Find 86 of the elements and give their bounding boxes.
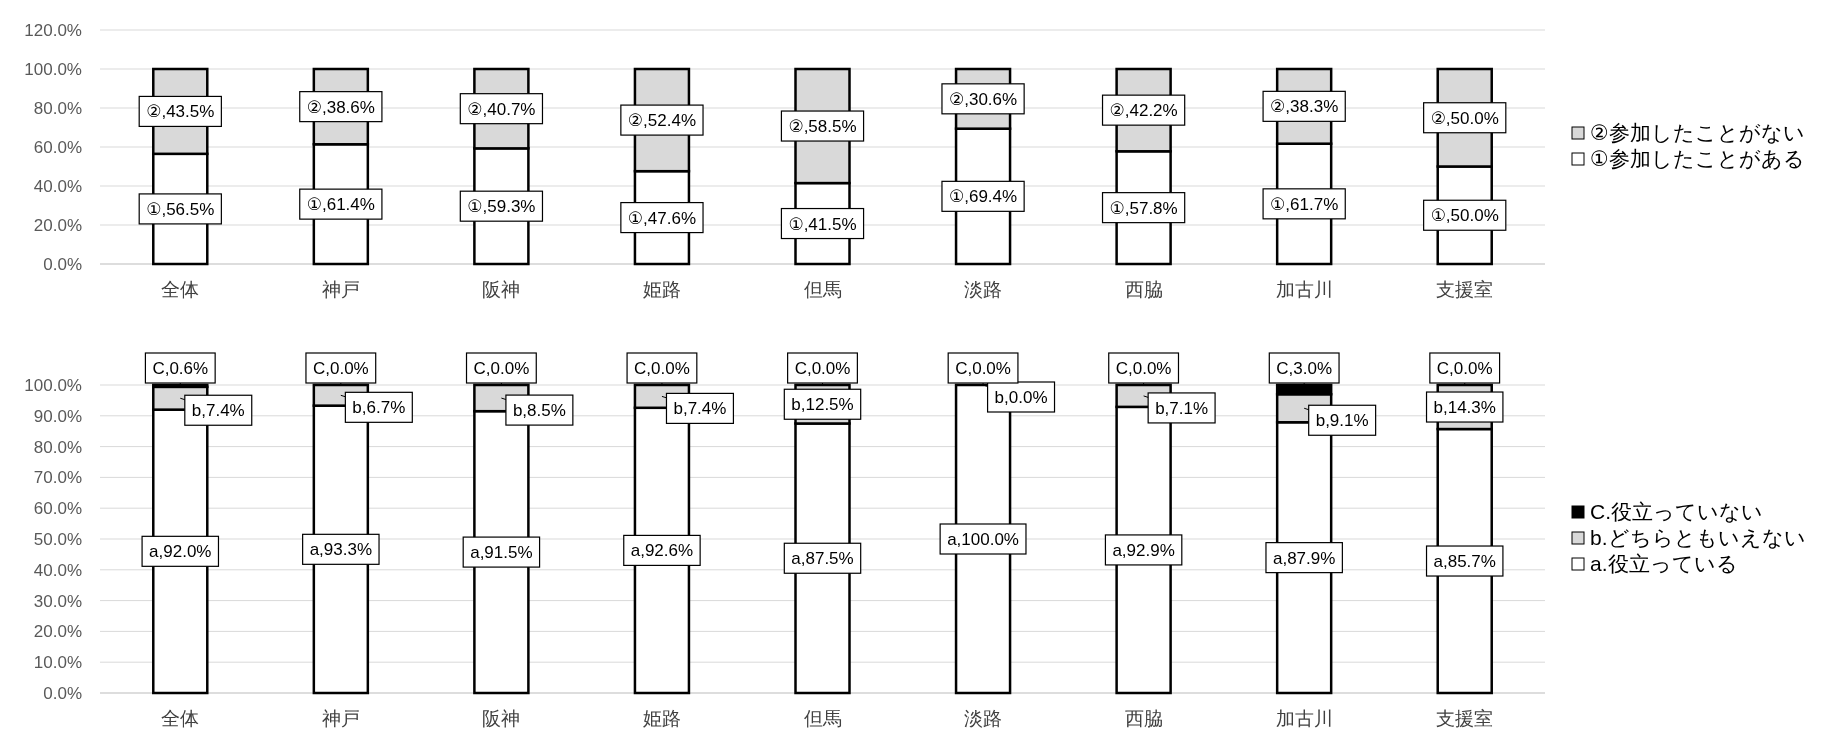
data-label: b,6.7% [352,398,406,418]
x-tick-label: 姫路 [642,279,681,300]
x-tick-label: 支援室 [1436,279,1494,300]
data-label: ①,50.0% [1430,206,1499,226]
data-label: b,14.3% [1433,398,1496,418]
data-label: C,0.0% [1115,359,1172,378]
y-tick-label: 120.0% [24,21,82,40]
x-tick-label: 但馬 [803,708,842,729]
legend-label: C.役立っていない [1590,500,1763,523]
data-label: C,0.0% [955,359,1011,378]
data-label: ②,40.7% [467,99,536,119]
y-tick-label: 0.0% [43,255,82,274]
y-tick-label: 100.0% [24,376,82,395]
y-tick-label: 30.0% [33,591,82,611]
data-label: b,12.5% [791,395,854,415]
data-label: ①,57.8% [1109,198,1178,218]
y-tick-label: 40.0% [33,177,82,196]
data-label: ②,58.5% [788,117,857,137]
data-label: ②,50.0% [1430,108,1499,128]
data-label: a,93.3% [309,540,373,560]
data-label: ②,38.3% [1270,97,1339,117]
data-label: b,7.4% [673,399,727,419]
data-label: ①,61.7% [1270,194,1339,214]
x-tick-label: 加古川 [1275,708,1333,729]
data-label: b,7.1% [1155,398,1209,418]
y-tick-label: 70.0% [33,468,82,488]
y-tick-label: 20.0% [33,216,82,235]
data-label: C,0.6% [152,359,209,378]
data-label: ②,38.6% [306,97,375,117]
x-tick-label: 淡路 [964,708,1003,729]
data-label: a,100.0% [947,530,1019,549]
data-label: a,92.9% [1112,540,1175,560]
data-label: C,0.0% [1436,359,1493,378]
x-tick-label: 姫路 [642,708,681,729]
data-label: ①,56.5% [146,199,215,219]
x-tick-label: 阪神 [482,279,521,300]
data-label: ②,42.2% [1109,101,1178,121]
data-label: a,87.5% [791,549,854,569]
data-label: b,8.5% [512,401,566,421]
x-tick-label: 神戸 [321,708,360,729]
x-tick-label: 淡路 [964,279,1003,300]
data-label: a,85.7% [1433,552,1496,572]
y-tick-label: 0.0% [43,684,82,703]
data-label: a,87.9% [1272,548,1336,568]
data-label: ②,43.5% [146,102,215,122]
data-label: C,0.0% [634,359,690,378]
data-label: C,0.0% [794,359,851,378]
data-label: ①,69.4% [948,187,1018,207]
y-tick-label: 50.0% [33,530,82,549]
data-label: ①,47.6% [627,208,697,228]
y-tick-label: 60.0% [33,499,82,519]
data-label: ①,61.4% [306,195,375,215]
y-tick-label: 60.0% [33,138,82,157]
x-tick-label: 阪神 [482,708,521,729]
x-tick-label: 全体 [161,708,200,729]
data-label: C,0.0% [473,359,530,378]
y-tick-label: 80.0% [33,437,82,457]
data-label: a,92.0% [149,542,212,562]
x-tick-label: 西脇 [1124,279,1163,300]
data-label: C,0.0% [312,359,369,378]
legend-label: ②参加したことがない [1590,121,1805,144]
x-tick-label: 全体 [161,279,200,300]
y-tick-label: 100.0% [24,60,82,79]
y-tick-label: 90.0% [33,406,82,426]
data-label: C,3.0% [1276,359,1333,378]
data-label: ②,52.4% [627,111,697,131]
y-tick-label: 10.0% [33,653,82,673]
x-tick-label: 加古川 [1275,279,1333,300]
x-tick-label: 西脇 [1124,708,1163,729]
y-tick-label: 20.0% [33,622,82,642]
data-label: ①,41.5% [788,214,857,234]
legend-label: b.どちらともいえない [1590,526,1806,549]
data-label: b,9.1% [1315,411,1369,431]
data-label: b,0.0% [994,388,1048,407]
data-label: a,91.5% [470,543,533,563]
legend-label: a.役立っている [1590,552,1738,575]
data-label: b,7.4% [191,401,245,421]
x-tick-label: 支援室 [1436,708,1494,729]
data-label: ②,30.6% [948,89,1018,109]
y-tick-label: 40.0% [33,560,82,580]
data-label: a,92.6% [630,541,694,561]
legend-label: ①参加したことがある [1590,147,1805,170]
x-tick-label: 神戸 [321,279,360,300]
y-tick-label: 80.0% [33,99,82,118]
x-tick-label: 但馬 [803,279,842,300]
data-label: ①,59.3% [467,197,536,217]
